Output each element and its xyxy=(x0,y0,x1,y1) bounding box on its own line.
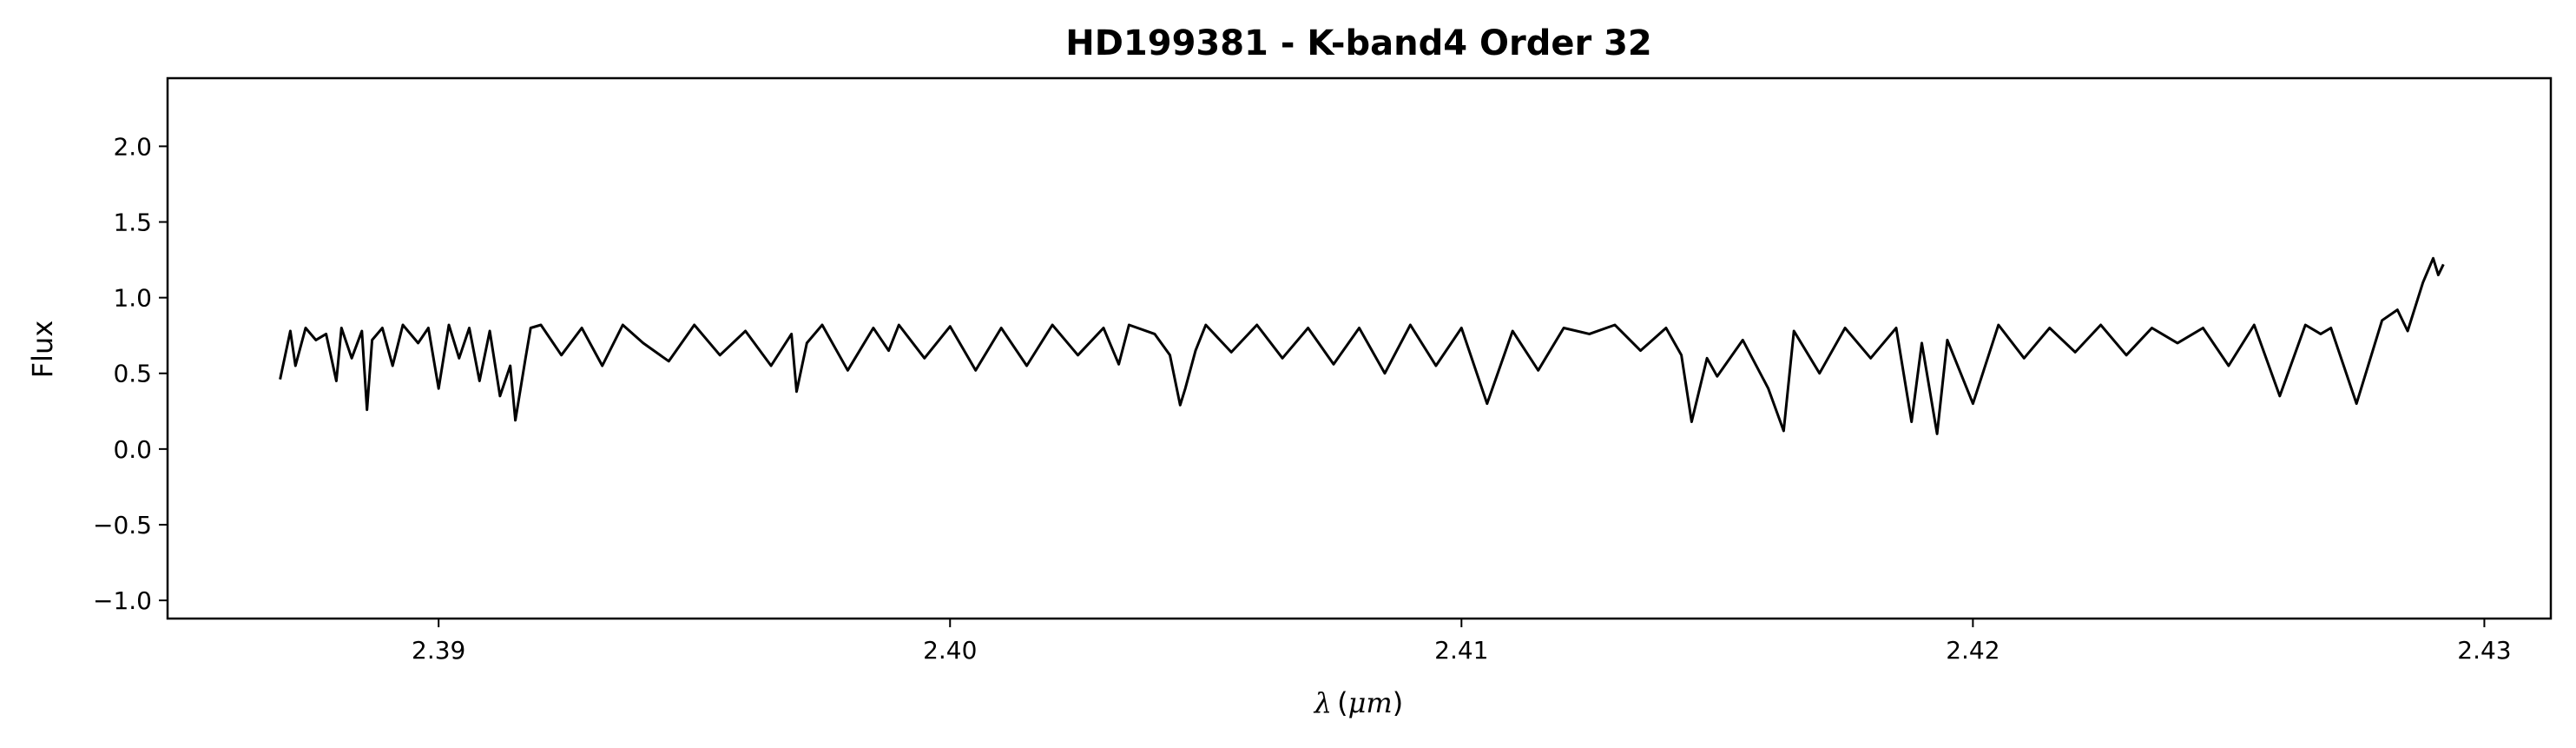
y-tick-label: 1.5 xyxy=(113,209,152,237)
plot-area xyxy=(279,256,2445,435)
plot-frame xyxy=(166,76,2553,620)
x-tick-label: 2.42 xyxy=(1946,636,2000,665)
x-tick-label: 2.43 xyxy=(2457,636,2511,665)
x-tick-label: 2.39 xyxy=(412,636,465,665)
y-tick-label: 0.5 xyxy=(113,360,152,388)
x-axis: 2.39 2.40 2.41 2.42 2.43 xyxy=(412,619,2512,665)
y-axis-label: Flux xyxy=(26,321,59,379)
y-tick-label: 1.0 xyxy=(113,284,152,313)
y-tick-label: −0.5 xyxy=(93,511,152,539)
spectrum-line xyxy=(279,256,2445,435)
chart-title: HD199381 - K-band4 Order 32 xyxy=(1065,23,1652,63)
y-tick-label: 2.0 xyxy=(113,132,152,161)
y-axis: −1.0 −0.5 0.0 0.5 1.0 1.5 2.0 xyxy=(93,132,168,615)
x-tick-label: 2.40 xyxy=(923,636,977,665)
x-axis-label: λ (μm) xyxy=(1313,686,1403,719)
y-tick-label: 0.0 xyxy=(113,435,152,464)
y-tick-label: −1.0 xyxy=(93,586,152,615)
x-tick-label: 2.41 xyxy=(1434,636,1488,665)
